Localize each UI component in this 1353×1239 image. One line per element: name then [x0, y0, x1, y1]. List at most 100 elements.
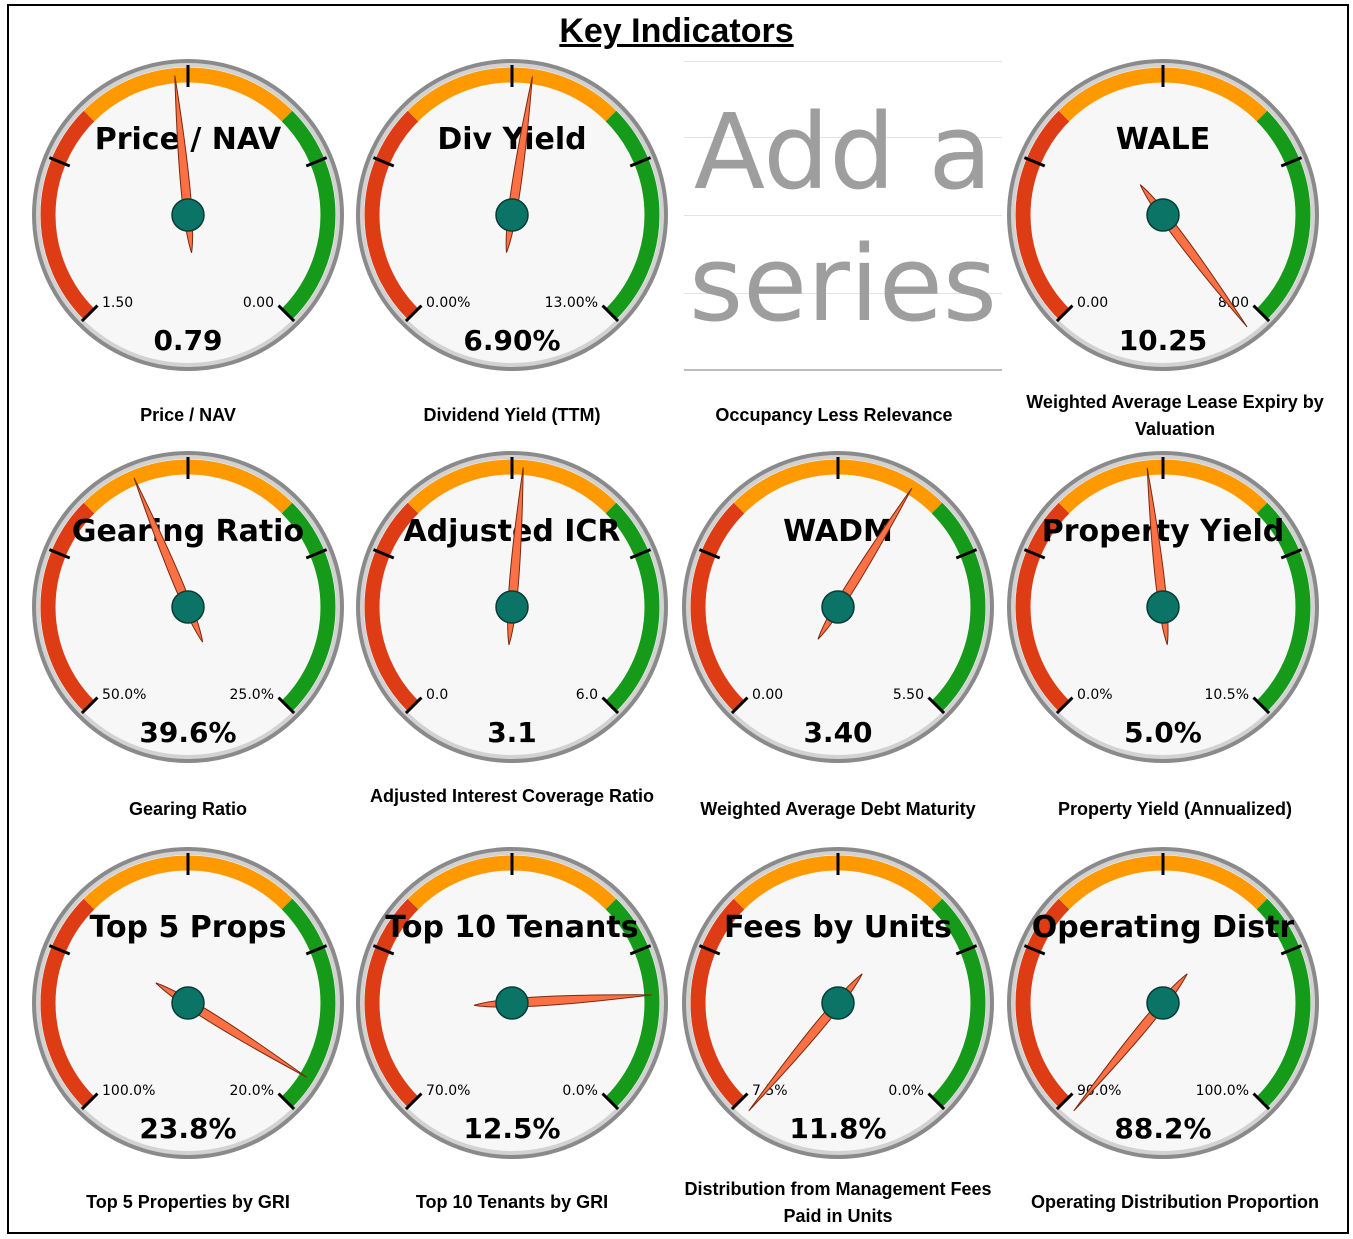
gauge-tick: [80, 304, 99, 323]
gauge-max-label: 10.5%: [1205, 687, 1249, 703]
gauge-max-label: 100.0%: [1196, 1083, 1249, 1099]
gauge-band-red: [690, 502, 745, 712]
gauge-tick: [277, 1092, 296, 1111]
gauge-tick: [955, 548, 978, 560]
gauge-value: 5.0%: [1124, 716, 1202, 749]
gauge-tick: [305, 548, 328, 560]
gauge-tick: [1055, 696, 1074, 715]
gauge: Div Yield 0.00% 13.00% 6.90%: [356, 59, 668, 371]
gauge-hub: [495, 590, 529, 624]
gauge-max-label: 25.0%: [230, 687, 274, 703]
gauge: Gearing Ratio 50.0% 25.0% 39.6%: [32, 451, 344, 763]
gauge-band-red: [40, 502, 95, 712]
gauge-tick: [48, 548, 71, 560]
gauge-min-label: 0.00: [752, 687, 783, 703]
gauge-band-red: [40, 898, 95, 1108]
gauge-max-label: 0.0%: [888, 1083, 924, 1099]
gauge-title: Gearing Ratio: [72, 514, 304, 549]
gauge-caption: Top 5 Properties by GRI: [86, 1192, 290, 1212]
gauge-title: Top 5 Props: [89, 910, 286, 945]
gauge-tick: [372, 156, 395, 168]
gauge-band-red: [364, 898, 419, 1108]
gauge-caption: Price / NAV: [140, 405, 236, 425]
page-title: Key Indicators: [559, 12, 794, 50]
gauge-tick: [698, 944, 721, 956]
gauge-tick: [404, 696, 423, 715]
placeholder-gridline: [684, 215, 1002, 216]
placeholder-gridline: [684, 137, 1002, 138]
gauge-value: 0.79: [153, 324, 222, 357]
gauge-min-label: 50.0%: [102, 687, 146, 703]
gauge-band-red: [364, 502, 419, 712]
gauge-value: 39.6%: [139, 716, 236, 749]
gauge-max-label: 0.0%: [562, 1083, 598, 1099]
gauge-caption: Weighted Average Debt Maturity: [700, 799, 976, 819]
gauge-tick: [1023, 156, 1046, 168]
gauge-tick: [48, 156, 71, 168]
gauge-title: Price / NAV: [95, 122, 282, 157]
gauge-value: 3.40: [803, 716, 872, 749]
gauge-hub: [1146, 986, 1180, 1020]
gauge: Price / NAV 1.50 0.00 0.79: [32, 59, 344, 371]
gauge-value: 3.1: [487, 716, 537, 749]
gauge-value: 88.2%: [1114, 1112, 1211, 1145]
gauge-hub: [171, 590, 205, 624]
gauge-band-green: [931, 898, 986, 1108]
gauge-title: Div Yield: [437, 122, 586, 157]
gauge-tick: [927, 1092, 946, 1111]
gauge-tick: [927, 696, 946, 715]
caption-placeholder: Occupancy Less Relevance: [715, 405, 953, 425]
gauge-tick: [1280, 944, 1303, 956]
gauge-value: 12.5%: [463, 1112, 560, 1145]
gauge-tick: [698, 548, 721, 560]
gauge-tick: [305, 944, 328, 956]
placeholder-gridline: [684, 293, 1002, 294]
gauge-max-label: 20.0%: [230, 1083, 274, 1099]
placeholder-baseline: [684, 369, 1002, 371]
gauge-min-label: 0.0%: [1077, 687, 1113, 703]
gauge-title: Adjusted ICR: [403, 514, 620, 549]
gauge-tick: [80, 696, 99, 715]
gauge: Property Yield 0.0% 10.5%5.0%: [1007, 451, 1319, 763]
gauge-tick: [730, 1092, 749, 1111]
gauge-value: 11.8%: [789, 1112, 886, 1145]
gauge: Top 10 Tenants 70.0% 0.0%12.5%: [356, 847, 668, 1159]
placeholder-text-line2: series: [689, 223, 997, 345]
gauge-band-red: [1015, 898, 1070, 1108]
gauge-tick: [629, 156, 652, 168]
gauge-caption: Weighted Average Lease Expiry by Valuati…: [1026, 392, 1324, 439]
gauge-tick: [1055, 304, 1074, 323]
placeholder-text-line1: Add a: [693, 91, 993, 213]
gauge-band-green: [605, 898, 660, 1108]
gauge-tick: [372, 944, 395, 956]
gauge-hub: [1146, 198, 1180, 232]
gauge-max-label: 6.0: [576, 687, 598, 703]
gauge-title: Operating Distr: [1032, 910, 1295, 945]
gauge-caption: Property Yield (Annualized): [1057, 799, 1293, 819]
gauge-hub: [1146, 590, 1180, 624]
gauge-tick: [955, 944, 978, 956]
gauge-hub: [171, 198, 205, 232]
gauge-band-green: [1256, 898, 1311, 1108]
gauge-hub: [171, 986, 205, 1020]
gauge-max-label: 0.00: [243, 295, 274, 311]
gauge: Top 5 Props 100.0% 20.0% 23.8%: [32, 847, 344, 1159]
gauge-band-green: [605, 502, 660, 712]
gauge-band-red: [364, 110, 419, 320]
gauge-caption: Top 10 Tenants by GRI: [415, 1192, 609, 1212]
gauge-title: WALE: [1116, 122, 1211, 157]
gauge-tick: [277, 696, 296, 715]
gauge-min-label: 70.0%: [426, 1083, 470, 1099]
gauge-band-green: [281, 898, 336, 1108]
gauge-value: 23.8%: [139, 1112, 236, 1145]
gauge-tick: [80, 1092, 99, 1111]
gauge-tick: [1252, 304, 1271, 323]
gauge-tick: [1252, 1092, 1271, 1111]
gauge-tick: [404, 304, 423, 323]
gauge-tick: [277, 304, 296, 323]
gauge-hub: [495, 986, 529, 1020]
gauge-tick: [601, 696, 620, 715]
